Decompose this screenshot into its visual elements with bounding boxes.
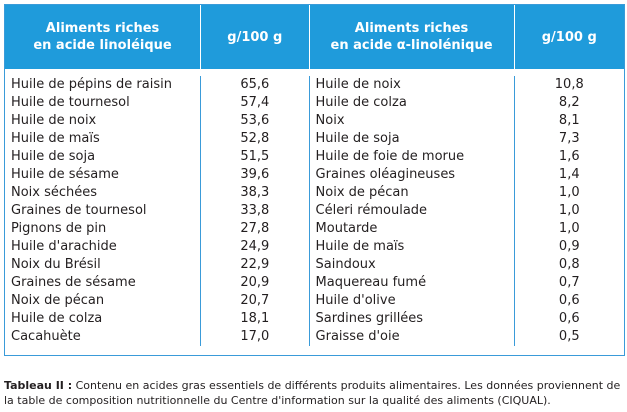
linolenic-food-value: 8,1: [558, 113, 580, 128]
linolenic-food-value: 0,6: [558, 293, 580, 308]
linolenic-values-column: 10,8 8,2 8,1 7,3 1,6 1,4 1,0 1,0 1,0 0,9 0,8 0,7 0,6…: [515, 76, 624, 346]
linoleic-food-name: Huile d'arachide: [11, 239, 117, 254]
header-linolenic-line2: en acide α-linolénique: [330, 38, 493, 53]
fatty-acids-table: Aliments riches en acide linoléique g/10…: [4, 4, 625, 356]
linolenic-food-name: Noix de pécan: [315, 185, 409, 200]
header-linolenic-foods: Aliments riches en acide α-linolénique: [310, 5, 515, 69]
linolenic-food-name: Huile de maïs: [315, 239, 405, 254]
linolenic-food-name: Huile de foie de morue: [315, 149, 465, 164]
linolenic-food-name: Huile de colza: [315, 95, 407, 110]
linolenic-food-value: 1,0: [558, 185, 580, 200]
linoleic-food-name: Huile de pépins de raisin: [11, 77, 172, 92]
linoleic-food-value: 20,7: [240, 293, 270, 308]
linolenic-food-name: Huile de noix: [315, 77, 401, 92]
linolenic-food-name: Moutarde: [315, 221, 378, 236]
linolenic-food-value: 10,8: [554, 77, 584, 92]
linolenic-food-name: Maquereau fumé: [315, 275, 427, 290]
linolenic-food-value: 1,0: [558, 221, 580, 236]
caption-text: Contenu en acides gras essentiels de dif…: [4, 379, 621, 407]
linolenic-food-value: 7,3: [558, 131, 580, 146]
linoleic-food-name: Huile de sésame: [11, 167, 119, 182]
linoleic-food-name: Noix du Brésil: [11, 257, 101, 272]
linoleic-food-name: Noix de pécan: [11, 293, 105, 308]
linolenic-food-value: 0,7: [558, 275, 580, 290]
table-caption: Tableau II : Contenu en acides gras esse…: [4, 378, 623, 408]
linoleic-food-value: 57,4: [240, 95, 270, 110]
header-linoleic-line2: en acide linoléique: [33, 38, 172, 53]
linoleic-food-value: 52,8: [240, 131, 270, 146]
linolenic-names-column: Huile de noix Huile de colza Noix Huile de …: [310, 76, 515, 346]
linolenic-food-name: Huile de soja: [315, 131, 400, 146]
linolenic-food-value: 0,6: [558, 311, 580, 326]
linolenic-food-name: Sardines grillées: [315, 311, 424, 326]
linoleic-food-value: 18,1: [240, 311, 270, 326]
linoleic-food-value: 39,6: [240, 167, 270, 182]
linoleic-food-name: Huile de colza: [11, 311, 103, 326]
table-header: Aliments riches en acide linoléique g/10…: [5, 5, 624, 69]
linolenic-food-name: Céleri rémoulade: [315, 203, 428, 218]
linolenic-food-name: Saindoux: [315, 257, 376, 272]
linoleic-food-value: 22,9: [240, 257, 270, 272]
header-linolenic-line1: Aliments riches: [354, 21, 469, 36]
header-linolenic-unit: g/100 g: [541, 29, 597, 45]
caption-label: Tableau II :: [4, 379, 73, 392]
linoleic-food-name: Cacahuète: [11, 329, 81, 344]
linolenic-food-value: 1,4: [558, 167, 580, 182]
linolenic-food-value: 8,2: [558, 95, 580, 110]
linoleic-food-name: Noix séchées: [11, 185, 98, 200]
linoleic-food-name: Huile de maïs: [11, 131, 100, 146]
linoleic-food-value: 17,0: [240, 329, 270, 344]
header-linoleic-foods: Aliments riches en acide linoléique: [5, 5, 202, 69]
linoleic-values-column: 65,6 57,4 53,6 52,8 51,5 39,6 38,3 33,8 27,8 24,9…: [201, 76, 310, 346]
linoleic-food-name: Huile de soja: [11, 149, 96, 164]
linoleic-food-value: 51,5: [240, 149, 270, 164]
linoleic-food-value: 27,8: [240, 221, 270, 236]
linolenic-food-value: 1,6: [558, 149, 580, 164]
linolenic-food-value: 0,9: [558, 239, 580, 254]
linolenic-food-name: Huile d'olive: [315, 293, 396, 308]
linoleic-food-value: 24,9: [240, 239, 270, 254]
linoleic-food-value: 33,8: [240, 203, 270, 218]
linolenic-food-value: 1,0: [558, 203, 580, 218]
linolenic-food-name: Graisse d'oie: [315, 329, 400, 344]
table-body: Huile de pépins de raisin Huile de tourne…: [5, 69, 624, 355]
linoleic-food-value: 65,6: [240, 77, 270, 92]
header-linoleic-unit: g/100 g: [201, 5, 310, 69]
linoleic-food-name: Graines de tournesol: [11, 203, 147, 218]
linolenic-food-name: Noix: [315, 113, 345, 128]
linoleic-food-name: Huile de noix: [11, 113, 97, 128]
linoleic-food-name: Pignons de pin: [11, 221, 107, 236]
linolenic-food-value: 0,5: [558, 329, 580, 344]
linoleic-food-value: 38,3: [240, 185, 270, 200]
linoleic-food-value: 20,9: [240, 275, 270, 290]
header-linoleic-line1: Aliments riches: [45, 21, 160, 36]
linoleic-food-name: Huile de tournesol: [11, 95, 130, 110]
linoleic-food-name: Graines de sésame: [11, 275, 136, 290]
linoleic-names-column: Huile de pépins de raisin Huile de tourne…: [5, 76, 202, 346]
linolenic-food-value: 0,8: [558, 257, 580, 272]
linoleic-food-value: 53,6: [240, 113, 270, 128]
linolenic-food-name: Graines oléagineuses: [315, 167, 456, 182]
